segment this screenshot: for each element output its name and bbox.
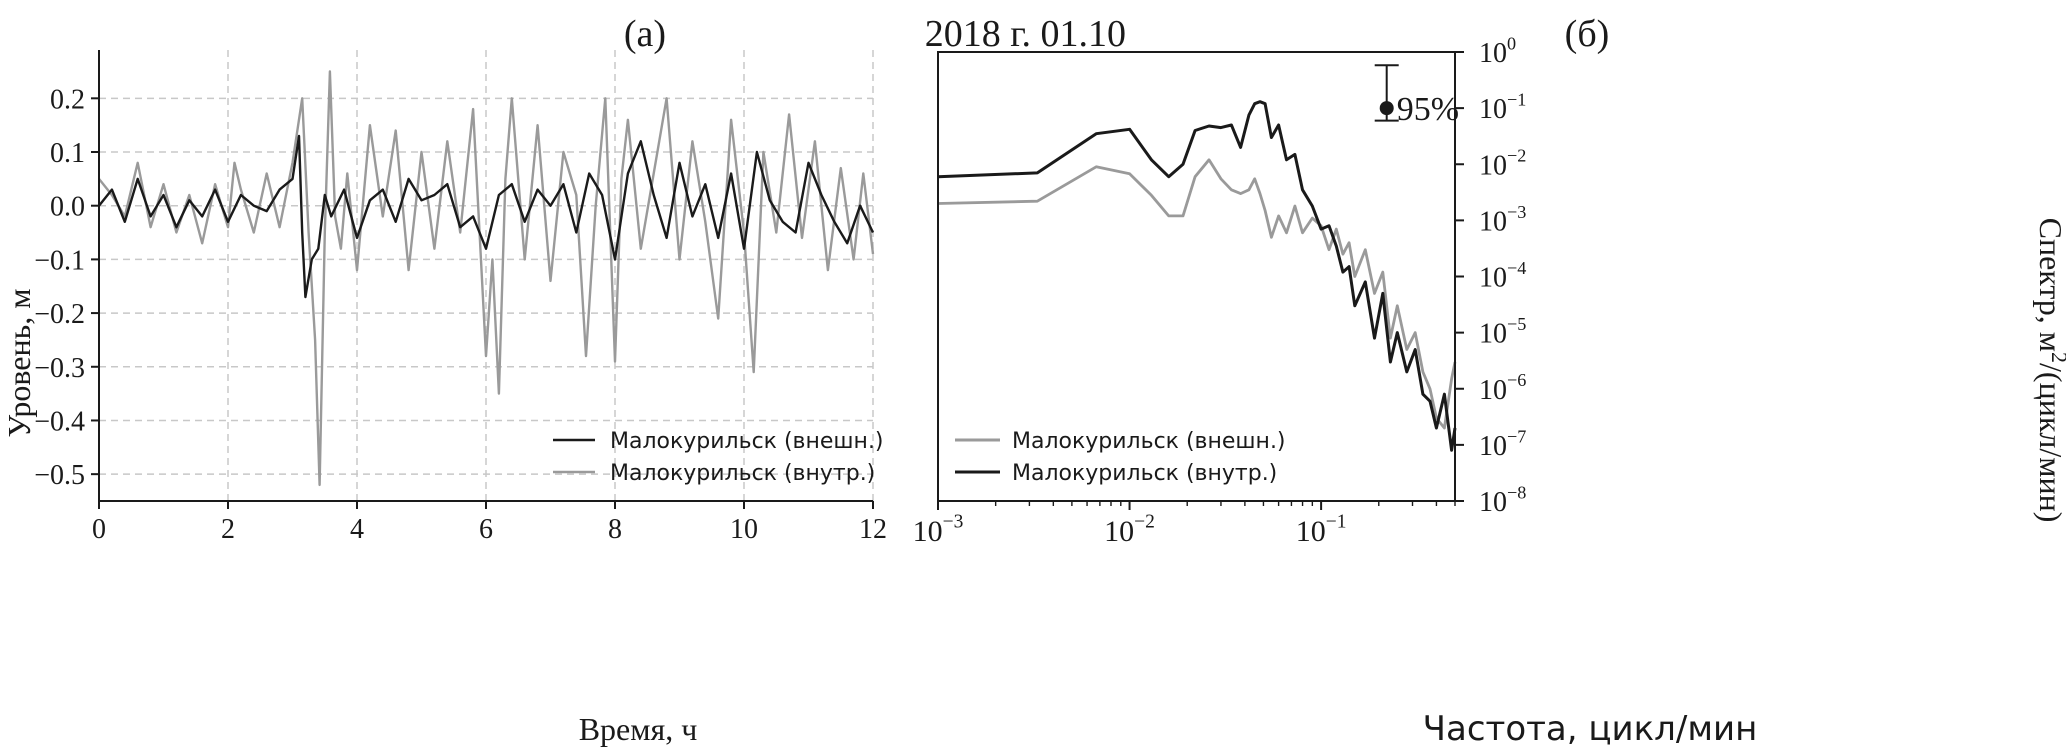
y-tick-label: −0.4 [34, 406, 85, 437]
date-annotation: 2018 г. 01.10 [925, 13, 1126, 55]
y-tick-label: 10−2 [1479, 146, 1526, 182]
x-tick-label: 8 [608, 514, 622, 545]
y-tick-label: 10−3 [1479, 202, 1526, 238]
time-series-panel: 0 2 4 6 8 10 12 −0.5−0.4−0.3−0.2−0.10.00.10.2 … [1, 13, 1126, 747]
y-tick-label: 0.2 [50, 84, 85, 115]
panel-label-b: (б) [1565, 13, 1610, 55]
y-axis-label: Уровень, м [1, 289, 37, 438]
panel-label-a: (a) [624, 13, 666, 55]
legend-label: Малокурильск (внутр.) [1012, 461, 1277, 486]
x-tick-label: 10−1 [1296, 512, 1347, 549]
x-ticks: 10−3 10−2 10−1 [913, 501, 1456, 549]
confidence-interval: 95% [1374, 64, 1459, 128]
y-tick-label: −0.5 [34, 460, 85, 491]
ci-label: 95% [1397, 91, 1459, 128]
y-tick-label: 10−4 [1479, 258, 1526, 294]
y-tick-label: −0.3 [34, 353, 85, 384]
x-tick-label: 10−3 [913, 512, 964, 549]
grid [98, 50, 874, 501]
series-line-internal [937, 100, 1457, 452]
legend: Малокурильск (внешн.) Малокурильск (внутр… [553, 429, 884, 486]
x-tick-label: 2 [221, 514, 235, 545]
y-tick-label: 10−5 [1479, 314, 1526, 350]
x-tick-label: 12 [859, 514, 887, 545]
legend: Малокурильск (внешн.) Малокурильск (внутр… [955, 429, 1286, 486]
x-tick-label: 0 [92, 514, 106, 545]
y-tick-label: 0.1 [50, 138, 85, 169]
series-lines [937, 100, 1457, 452]
y-tick-label: 10−7 [1479, 426, 1526, 462]
spectrum-panel: 10−3 10−2 10−1 100 10−1 10−2 10−3 10−4 10−5 10−6… [913, 13, 2066, 749]
x-tick-label: 4 [350, 514, 364, 545]
y-tick-label: 0.0 [50, 192, 85, 223]
legend-label: Малокурильск (внешн.) [610, 429, 884, 454]
x-tick-label: 10−2 [1104, 512, 1155, 549]
x-tick-label: 6 [479, 514, 493, 545]
y-ticks: 100 10−1 10−2 10−3 10−4 10−5 10−6 10−7 10−8 [1455, 33, 1526, 518]
y-tick-label: 100 [1479, 33, 1516, 69]
y-tick-label: −0.1 [34, 245, 85, 276]
y-ticks: −0.5 −0.4 −0.3 −0.2 −0.1 0.0 0.1 0.2 [34, 84, 99, 491]
series-line-external [937, 158, 1457, 430]
x-axis-label: Частота, цикл/мин [1423, 709, 1758, 749]
ci-point [1379, 101, 1394, 116]
y-axis-label: Спектр, м2/(цикл/мин) [2033, 218, 2066, 523]
y-tick-label: −0.2 [34, 299, 85, 330]
series-lines [98, 70, 875, 487]
series-line-external [98, 134, 875, 299]
y-tick-label: 10−6 [1479, 370, 1526, 406]
x-tick-label: 10 [730, 514, 758, 545]
x-ticks: 0 2 4 6 8 10 12 [92, 501, 887, 545]
y-tick-label: 10−1 [1479, 90, 1526, 126]
y-tick-label: 10−8 [1479, 482, 1526, 518]
legend-label: Малокурильск (внутр.) [610, 461, 875, 486]
legend-label: Малокурильск (внешн.) [1012, 429, 1286, 454]
x-axis-label: Время, ч [579, 711, 698, 747]
